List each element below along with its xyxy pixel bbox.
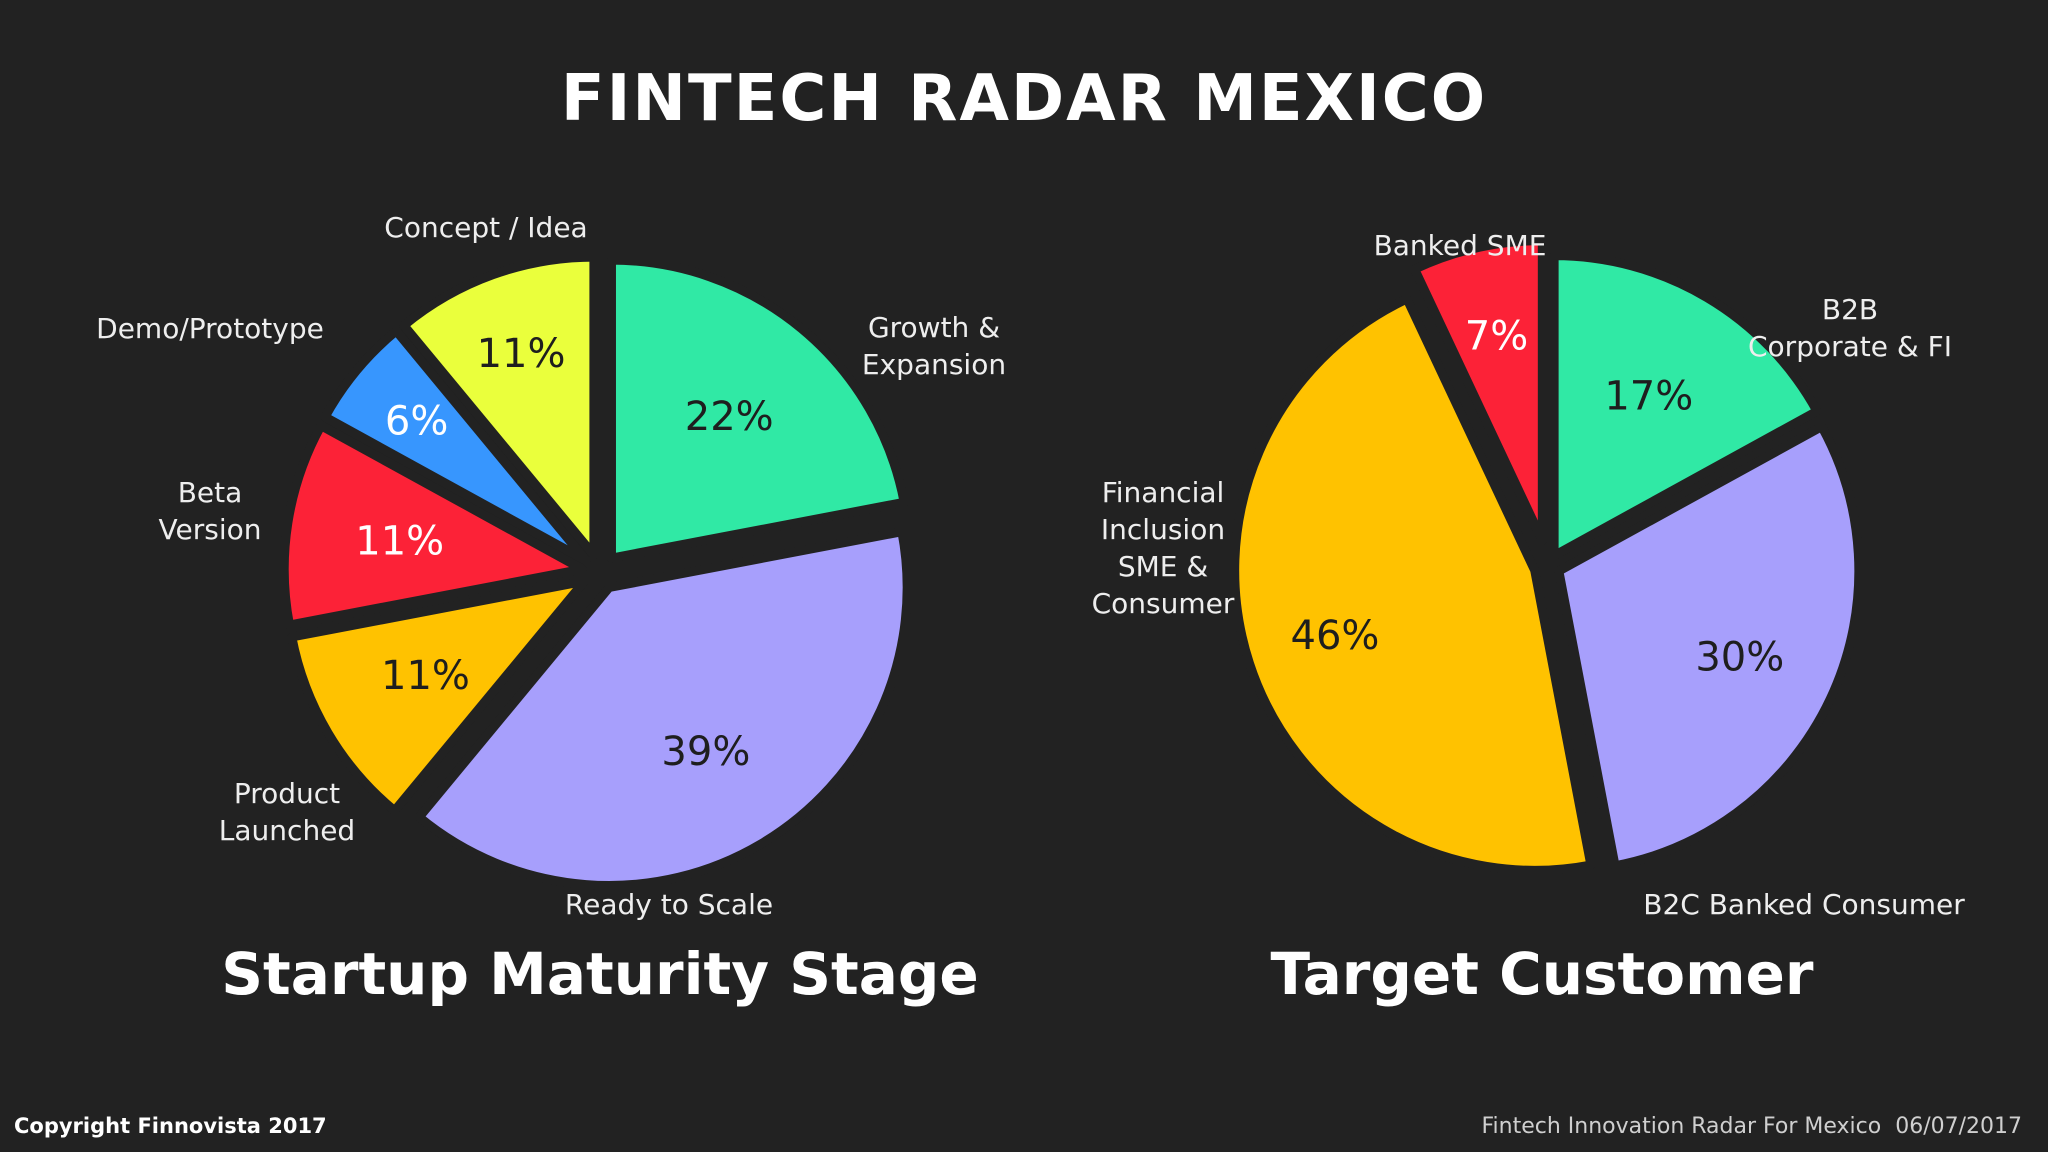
- page-title: FINTECH RADAR MEXICO: [560, 62, 1488, 136]
- slice-value-label: 11%: [381, 653, 470, 699]
- slice-category-label: Growth & Expansion: [862, 311, 1006, 381]
- pie-slice: [287, 576, 590, 816]
- slice-category-label: Beta Version: [159, 476, 262, 546]
- source-text: Fintech Innovation Radar For Mexico 06/0…: [1481, 1114, 2022, 1139]
- pie-slice: [279, 421, 587, 630]
- slice-value-label: 11%: [477, 331, 566, 377]
- slice-category-label: Product Launched: [219, 777, 355, 847]
- pie-slice: [399, 252, 599, 560]
- slice-category-label: Demo/Prototype: [96, 312, 324, 345]
- slice-value-label: 39%: [661, 729, 750, 775]
- slice-value-label: 22%: [685, 394, 774, 440]
- slice-category-label: Concept / Idea: [384, 211, 587, 244]
- slice-value-label: 11%: [355, 518, 444, 564]
- pie-slice: [606, 255, 909, 563]
- pie-slice: [320, 326, 591, 566]
- slice-value-label: 6%: [385, 398, 448, 444]
- copyright-text: Copyright Finnovista 2017: [14, 1114, 327, 1138]
- maturity-chart-title: Startup Maturity Stage: [221, 940, 979, 1008]
- pie-slice: [414, 527, 912, 890]
- slice-category-label: Ready to Scale: [565, 888, 773, 921]
- customer-chart-title: Target Customer: [1270, 940, 1814, 1008]
